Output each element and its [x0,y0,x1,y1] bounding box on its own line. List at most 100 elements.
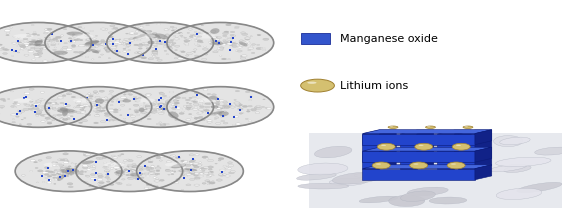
Circle shape [54,183,56,184]
Circle shape [57,172,61,173]
Ellipse shape [534,147,562,155]
Circle shape [18,111,20,112]
Circle shape [224,31,229,33]
Circle shape [62,175,66,176]
Circle shape [167,41,173,43]
Ellipse shape [57,175,65,181]
Circle shape [33,105,39,108]
Circle shape [85,35,89,36]
Circle shape [98,110,101,111]
Circle shape [216,103,220,104]
Circle shape [152,165,154,166]
Ellipse shape [66,168,79,173]
Circle shape [234,102,240,104]
Circle shape [166,46,172,48]
Circle shape [114,109,118,111]
Circle shape [152,33,157,34]
Circle shape [40,44,44,45]
Circle shape [212,104,216,105]
Circle shape [169,91,174,93]
Circle shape [99,158,103,159]
Circle shape [40,40,43,41]
Circle shape [194,184,200,186]
Ellipse shape [104,162,124,167]
Circle shape [235,90,239,92]
Circle shape [108,164,111,166]
Circle shape [75,102,81,104]
Circle shape [85,49,91,51]
Circle shape [65,166,67,167]
Circle shape [47,175,52,177]
Circle shape [67,171,71,172]
Circle shape [118,155,121,156]
Ellipse shape [184,168,197,171]
Circle shape [116,174,119,175]
Circle shape [165,123,169,125]
Circle shape [247,111,250,112]
Circle shape [194,31,197,33]
Circle shape [139,175,142,176]
Circle shape [98,175,103,177]
Circle shape [219,55,222,56]
Circle shape [156,157,161,159]
Circle shape [246,118,248,119]
Circle shape [207,159,214,162]
Circle shape [102,28,108,30]
Circle shape [158,43,164,45]
Circle shape [142,43,146,44]
Circle shape [128,177,132,179]
Circle shape [64,105,67,106]
Ellipse shape [389,195,425,207]
Circle shape [250,46,253,47]
Circle shape [165,104,169,105]
Circle shape [49,37,55,39]
Circle shape [42,171,48,174]
Circle shape [103,166,108,168]
Circle shape [101,110,106,111]
Circle shape [256,105,261,107]
Circle shape [103,107,106,109]
Ellipse shape [123,99,131,103]
Circle shape [123,98,125,99]
Circle shape [31,104,37,106]
Circle shape [44,104,50,106]
Circle shape [242,106,248,107]
Circle shape [60,159,65,161]
Circle shape [110,25,115,27]
Circle shape [191,173,196,175]
Circle shape [66,169,69,171]
Circle shape [189,154,194,156]
Circle shape [125,171,130,172]
Circle shape [96,106,101,107]
Ellipse shape [421,132,463,144]
Circle shape [174,58,178,59]
Circle shape [239,44,245,46]
Circle shape [108,58,111,59]
Circle shape [46,110,48,111]
Circle shape [252,44,256,45]
Circle shape [67,170,72,172]
Circle shape [246,41,250,42]
Polygon shape [362,134,379,169]
Circle shape [207,120,212,122]
Circle shape [29,101,33,102]
Circle shape [13,51,16,52]
Circle shape [188,170,192,172]
Ellipse shape [429,197,467,204]
Circle shape [178,164,181,165]
Circle shape [255,112,260,114]
Circle shape [123,94,126,95]
Circle shape [192,51,196,53]
Circle shape [97,99,100,100]
Circle shape [44,29,48,30]
Circle shape [176,100,179,101]
Circle shape [187,169,192,171]
Circle shape [37,41,40,43]
Circle shape [150,108,152,109]
Ellipse shape [60,107,68,111]
Circle shape [98,57,101,58]
Circle shape [11,106,16,107]
Circle shape [97,108,101,110]
Circle shape [232,45,237,48]
Ellipse shape [381,145,386,146]
